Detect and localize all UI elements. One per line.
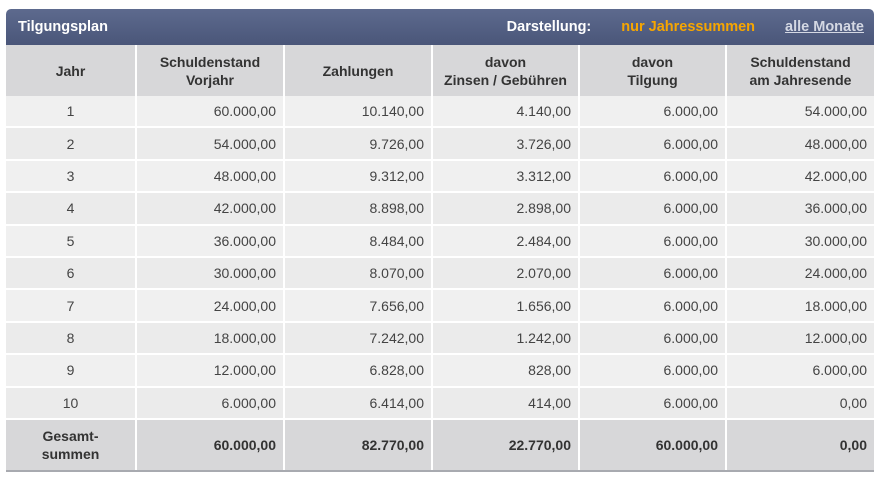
cell-interest: 3.726,00 bbox=[432, 127, 580, 161]
cell-interest: 1.242,00 bbox=[432, 321, 580, 356]
cell-prior-balance: 36.000,00 bbox=[136, 224, 285, 258]
table-row: 2 54.000,00 9.726,00 3.726,00 6.000,00 4… bbox=[6, 127, 874, 161]
cell-principal: 6.000,00 bbox=[579, 289, 727, 323]
cell-year: 2 bbox=[6, 127, 137, 161]
cell-year-end-balance: 30.000,00 bbox=[726, 224, 874, 258]
table-row: 8 18.000,00 7.242,00 1.242,00 6.000,00 1… bbox=[6, 321, 874, 356]
cell-year-end-balance: 48.000,00 bbox=[726, 127, 874, 161]
cell-year: 4 bbox=[6, 192, 137, 226]
cell-interest: 414,00 bbox=[432, 386, 580, 420]
total-interest: 22.770,00 bbox=[432, 418, 580, 472]
cell-year: 3 bbox=[6, 159, 137, 194]
cell-interest: 4.140,00 bbox=[432, 96, 580, 129]
total-prior-balance: 60.000,00 bbox=[136, 418, 285, 472]
cell-prior-balance: 42.000,00 bbox=[136, 192, 285, 226]
table-row: 4 42.000,00 8.898,00 2.898,00 6.000,00 3… bbox=[6, 192, 874, 226]
column-header-principal: davon Tilgung bbox=[579, 45, 727, 96]
table-row: 9 12.000,00 6.828,00 828,00 6.000,00 6.0… bbox=[6, 354, 874, 388]
cell-payments: 10.140,00 bbox=[284, 96, 433, 129]
cell-prior-balance: 24.000,00 bbox=[136, 289, 285, 323]
table-row: 7 24.000,00 7.656,00 1.656,00 6.000,00 1… bbox=[6, 289, 874, 323]
totals-row: Gesamt- summen 60.000,00 82.770,00 22.77… bbox=[6, 418, 874, 472]
cell-year-end-balance: 12.000,00 bbox=[726, 321, 874, 356]
cell-principal: 6.000,00 bbox=[579, 127, 727, 161]
cell-year: 10 bbox=[6, 386, 137, 420]
table-row: 1 60.000,00 10.140,00 4.140,00 6.000,00 … bbox=[6, 96, 874, 129]
total-year-end-balance: 0,00 bbox=[726, 418, 874, 472]
cell-year: 6 bbox=[6, 256, 137, 291]
cell-interest: 2.484,00 bbox=[432, 224, 580, 258]
cell-payments: 6.828,00 bbox=[284, 354, 433, 388]
amortization-panel: Tilgungsplan Darstellung: nur Jahressumm… bbox=[6, 9, 874, 472]
cell-prior-balance: 30.000,00 bbox=[136, 256, 285, 291]
cell-prior-balance: 6.000,00 bbox=[136, 386, 285, 420]
column-header-prior-balance: Schuldenstand Vorjahr bbox=[136, 45, 285, 96]
cell-prior-balance: 60.000,00 bbox=[136, 96, 285, 129]
table-row: 3 48.000,00 9.312,00 3.312,00 6.000,00 4… bbox=[6, 159, 874, 194]
cell-year-end-balance: 36.000,00 bbox=[726, 192, 874, 226]
totals-label: Gesamt- summen bbox=[6, 418, 137, 472]
cell-year-end-balance: 42.000,00 bbox=[726, 159, 874, 194]
cell-year: 1 bbox=[6, 96, 137, 129]
cell-payments: 8.070,00 bbox=[284, 256, 433, 291]
cell-payments: 6.414,00 bbox=[284, 386, 433, 420]
cell-interest: 828,00 bbox=[432, 354, 580, 388]
total-payments: 82.770,00 bbox=[284, 418, 433, 472]
cell-year: 8 bbox=[6, 321, 137, 356]
cell-payments: 8.898,00 bbox=[284, 192, 433, 226]
cell-year-end-balance: 6.000,00 bbox=[726, 354, 874, 388]
cell-prior-balance: 48.000,00 bbox=[136, 159, 285, 194]
cell-interest: 1.656,00 bbox=[432, 289, 580, 323]
cell-interest: 2.070,00 bbox=[432, 256, 580, 291]
table-row: 10 6.000,00 6.414,00 414,00 6.000,00 0,0… bbox=[6, 386, 874, 420]
column-header-interest-fees: davon Zinsen / Gebühren bbox=[432, 45, 580, 96]
cell-prior-balance: 54.000,00 bbox=[136, 127, 285, 161]
cell-interest: 2.898,00 bbox=[432, 192, 580, 226]
cell-year: 9 bbox=[6, 354, 137, 388]
cell-principal: 6.000,00 bbox=[579, 256, 727, 291]
cell-principal: 6.000,00 bbox=[579, 159, 727, 194]
cell-payments: 7.656,00 bbox=[284, 289, 433, 323]
cell-year-end-balance: 0,00 bbox=[726, 386, 874, 420]
column-header-year-end-balance: Schuldenstand am Jahresende bbox=[726, 45, 874, 96]
cell-year: 7 bbox=[6, 289, 137, 323]
option-all-months-link[interactable]: alle Monate bbox=[785, 19, 864, 35]
cell-prior-balance: 18.000,00 bbox=[136, 321, 285, 356]
cell-interest: 3.312,00 bbox=[432, 159, 580, 194]
cell-principal: 6.000,00 bbox=[579, 386, 727, 420]
panel-header: Tilgungsplan Darstellung: nur Jahressumm… bbox=[6, 9, 874, 45]
cell-payments: 9.312,00 bbox=[284, 159, 433, 194]
total-principal: 60.000,00 bbox=[579, 418, 727, 472]
cell-principal: 6.000,00 bbox=[579, 224, 727, 258]
cell-principal: 6.000,00 bbox=[579, 96, 727, 129]
cell-payments: 9.726,00 bbox=[284, 127, 433, 161]
cell-prior-balance: 12.000,00 bbox=[136, 354, 285, 388]
cell-payments: 7.242,00 bbox=[284, 321, 433, 356]
cell-year-end-balance: 24.000,00 bbox=[726, 256, 874, 291]
cell-payments: 8.484,00 bbox=[284, 224, 433, 258]
cell-principal: 6.000,00 bbox=[579, 354, 727, 388]
cell-year: 5 bbox=[6, 224, 137, 258]
cell-principal: 6.000,00 bbox=[579, 192, 727, 226]
panel-title: Tilgungsplan bbox=[18, 19, 108, 35]
column-header-payments: Zahlungen bbox=[284, 45, 433, 96]
table-header-row: Jahr Schuldenstand Vorjahr Zahlungen dav… bbox=[6, 45, 874, 96]
cell-year-end-balance: 54.000,00 bbox=[726, 96, 874, 129]
amortization-table: Jahr Schuldenstand Vorjahr Zahlungen dav… bbox=[6, 45, 874, 472]
cell-principal: 6.000,00 bbox=[579, 321, 727, 356]
cell-year-end-balance: 18.000,00 bbox=[726, 289, 874, 323]
table-row: 6 30.000,00 8.070,00 2.070,00 6.000,00 2… bbox=[6, 256, 874, 291]
option-yearly-totals[interactable]: nur Jahressummen bbox=[621, 19, 756, 35]
display-label: Darstellung: bbox=[506, 19, 592, 35]
table-row: 5 36.000,00 8.484,00 2.484,00 6.000,00 3… bbox=[6, 224, 874, 258]
column-header-year: Jahr bbox=[6, 45, 137, 96]
